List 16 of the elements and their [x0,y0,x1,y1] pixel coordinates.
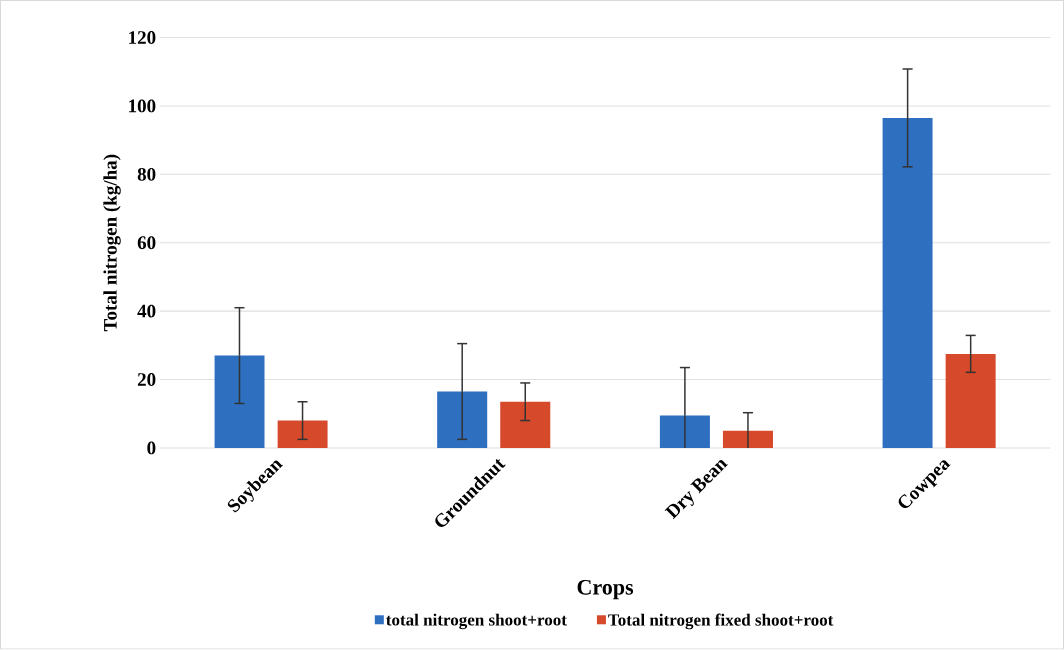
y-tick-label: 80 [137,168,156,181]
legend-label: Total nitrogen fixed shoot+root [608,613,834,630]
bar [945,354,996,449]
y-axis-title: Total nitrogen (kg/ha) [103,155,121,332]
y-tick-label: 0 [147,441,156,455]
y-tick-label: 100 [129,99,156,113]
y-tick-label: 60 [137,236,156,250]
x-axis-title: Crops [577,580,634,600]
bar [882,118,933,449]
bar [500,401,551,449]
y-tick-label: 40 [137,304,156,318]
legend-label: total nitrogen shoot+root [386,613,567,630]
bar [277,420,328,449]
y-tick-label: 20 [137,373,156,387]
y-tick-label: 120 [129,31,156,45]
bar [722,431,773,449]
